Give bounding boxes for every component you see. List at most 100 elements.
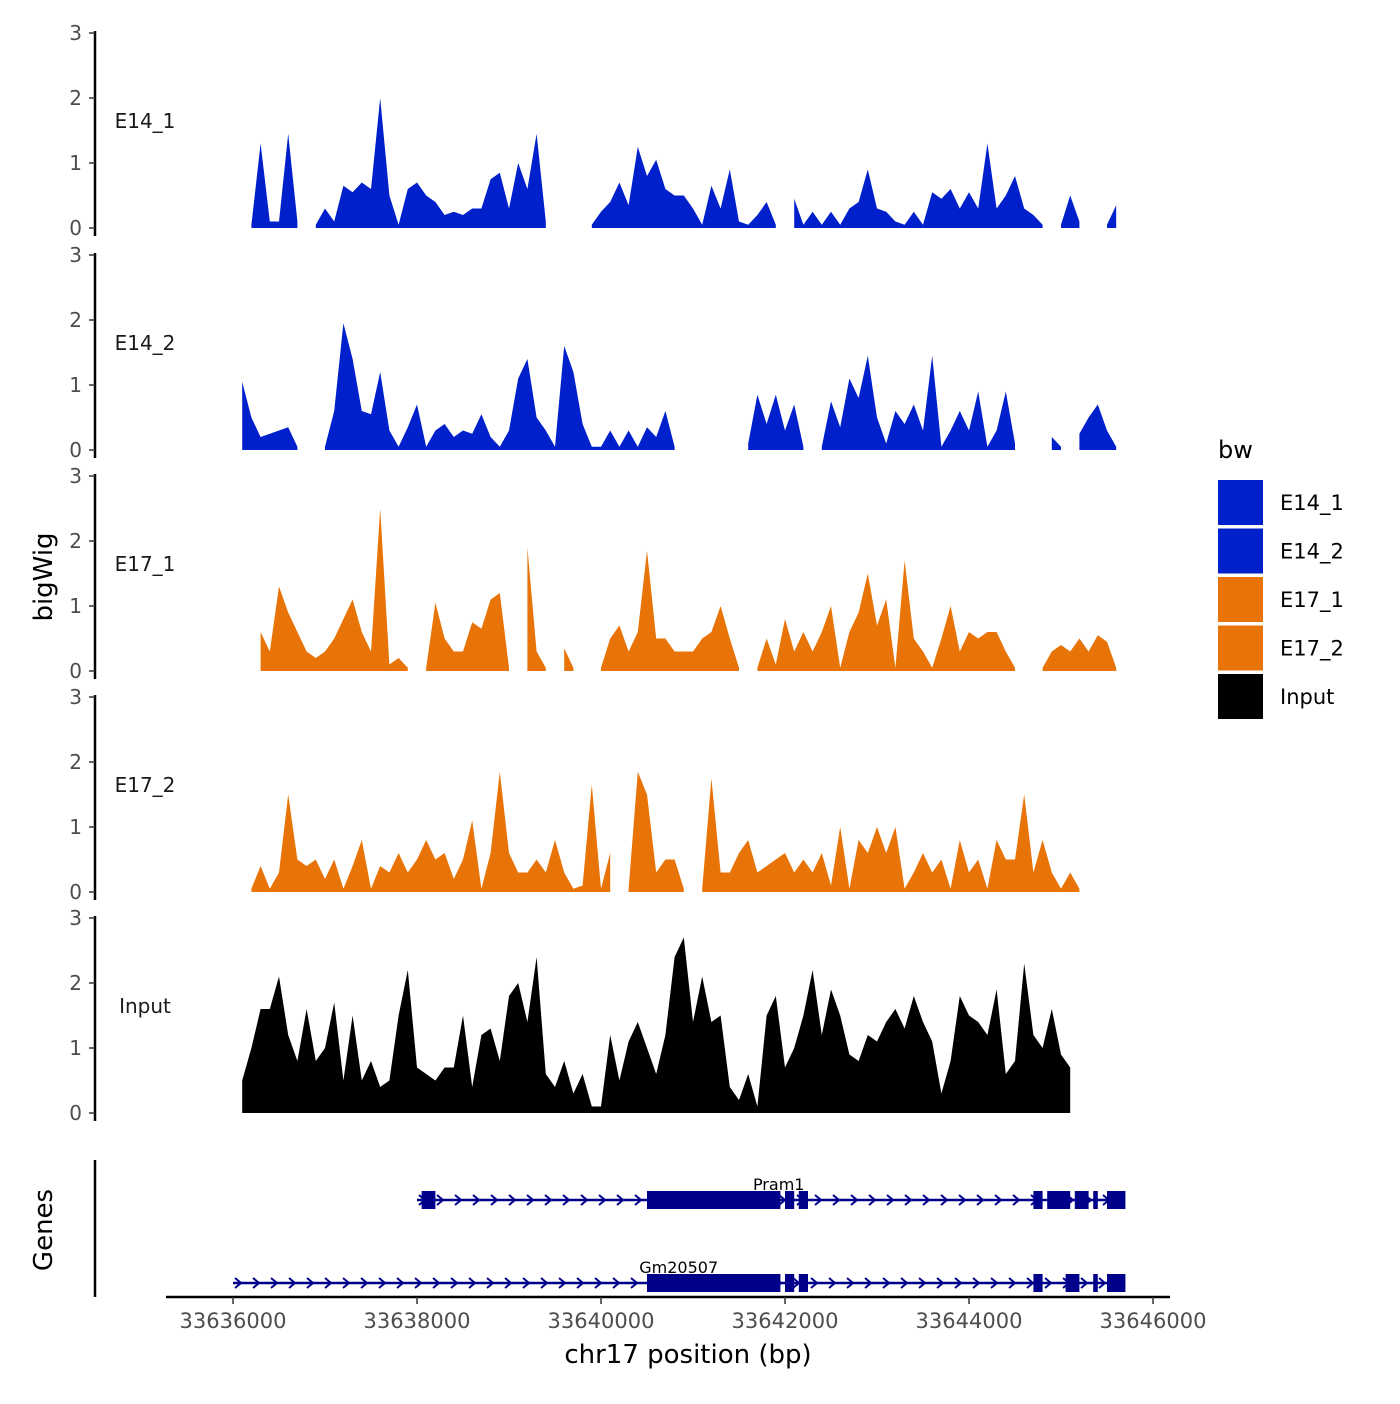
exon xyxy=(1093,1274,1098,1292)
strand-arrow xyxy=(594,1277,603,1289)
strand-arrow xyxy=(1012,1194,1021,1206)
strand-arrow xyxy=(252,1277,261,1289)
x-axis: 33636000 33638000 33640000 33642000 33644000… xyxy=(166,1295,1207,1333)
legend-item-E17_2: E17_2 xyxy=(1218,625,1344,671)
exon xyxy=(1074,1191,1089,1209)
signal-area xyxy=(821,355,1015,450)
strand-arrow xyxy=(864,1277,873,1289)
signal-area xyxy=(1061,195,1080,228)
legend-item-Input: Input xyxy=(1218,674,1334,719)
exon xyxy=(1047,1191,1071,1209)
strand-arrow xyxy=(900,1277,909,1289)
strand-arrow xyxy=(270,1277,279,1289)
strand-arrow xyxy=(526,1194,535,1206)
legend-label: E17_2 xyxy=(1280,637,1344,662)
exon xyxy=(785,1191,795,1209)
legend-swatch xyxy=(1218,480,1263,525)
signal-area xyxy=(794,143,1043,228)
exon xyxy=(1107,1274,1126,1292)
strand-arrow xyxy=(378,1277,387,1289)
signal-area xyxy=(1079,404,1117,450)
signal-area xyxy=(242,937,1071,1113)
exon xyxy=(1033,1274,1043,1292)
track-label: E14_2 xyxy=(115,331,176,355)
strand-arrow xyxy=(976,1194,985,1206)
signal-area xyxy=(426,593,509,671)
strand-arrow xyxy=(954,1277,963,1289)
legend-swatch xyxy=(1218,625,1263,671)
strand-arrow xyxy=(580,1194,589,1206)
y-tick-label: 1 xyxy=(69,151,82,175)
strand-arrow xyxy=(994,1194,1003,1206)
strand-arrow xyxy=(918,1277,927,1289)
strand-arrow xyxy=(306,1277,315,1289)
legend-label: E14_1 xyxy=(1280,491,1344,516)
strand-arrow xyxy=(396,1277,405,1289)
gene-label: Gm20507 xyxy=(639,1258,718,1277)
strand-arrow xyxy=(850,1194,859,1206)
legend-swatch xyxy=(1218,674,1263,719)
strand-arrow xyxy=(576,1277,585,1289)
signal-area xyxy=(748,394,804,450)
strand-arrow xyxy=(468,1277,477,1289)
x-axis-title: chr17 position (bp) xyxy=(564,1340,811,1370)
signal-area xyxy=(601,550,739,671)
legend-label: Input xyxy=(1280,685,1334,709)
gene-Pram1: Pram1 xyxy=(417,1175,1126,1209)
x-tick-label: 33646000 xyxy=(1100,1309,1207,1333)
strand-arrow xyxy=(832,1194,841,1206)
strand-arrow xyxy=(454,1194,463,1206)
exon xyxy=(1033,1191,1043,1209)
y-tick-label: 2 xyxy=(69,750,82,774)
y-tick-label: 3 xyxy=(69,464,82,488)
exon xyxy=(647,1274,781,1292)
strand-arrow xyxy=(490,1194,499,1206)
legend-item-E14_1: E14_1 xyxy=(1218,480,1344,525)
strand-arrow xyxy=(810,1277,819,1289)
signal-area xyxy=(1042,635,1117,671)
strand-arrow xyxy=(886,1194,895,1206)
strand-arrow xyxy=(486,1277,495,1289)
strand-arrow xyxy=(814,1194,823,1206)
strand-arrow xyxy=(508,1194,517,1206)
strand-arrow xyxy=(1044,1277,1053,1289)
signal-area xyxy=(702,778,1080,892)
y-tick-label: 2 xyxy=(69,308,82,332)
legend-swatch xyxy=(1218,528,1263,574)
y-tick-label: 2 xyxy=(69,86,82,110)
exon xyxy=(421,1191,436,1209)
signal-area xyxy=(591,146,776,228)
strand-arrow xyxy=(1098,1277,1107,1289)
strand-arrow xyxy=(436,1194,445,1206)
gene-track: Pram1 Gm20507 xyxy=(93,1160,1126,1297)
legend-swatch xyxy=(1218,577,1263,622)
strand-arrow xyxy=(360,1277,369,1289)
strand-arrow xyxy=(990,1277,999,1289)
strand-arrow xyxy=(472,1194,481,1206)
gene-label: Pram1 xyxy=(753,1175,805,1194)
y-tick-label: 0 xyxy=(69,1101,82,1125)
y-tick-label: 3 xyxy=(69,243,82,267)
track-E17_1: 0 1 2 3 E17_1 xyxy=(69,464,1117,683)
exon xyxy=(1107,1191,1126,1209)
signal-area xyxy=(251,771,611,892)
signal-area xyxy=(242,381,298,450)
strand-arrow xyxy=(828,1277,837,1289)
x-tick-label: 33638000 xyxy=(364,1309,471,1333)
track-E14_1: 0 1 2 3 E14_1 xyxy=(69,21,1117,240)
y-tick-label: 2 xyxy=(69,529,82,553)
strand-arrow xyxy=(958,1194,967,1206)
strand-arrow xyxy=(540,1277,549,1289)
strand-arrow xyxy=(940,1194,949,1206)
y-tick-label: 0 xyxy=(69,880,82,904)
strand-arrow xyxy=(598,1194,607,1206)
strand-arrow xyxy=(630,1277,639,1289)
strand-arrow xyxy=(1026,1277,1035,1289)
strand-arrow xyxy=(562,1194,571,1206)
signal-area xyxy=(527,547,546,671)
track-label: E17_1 xyxy=(115,552,176,576)
legend-item-E14_2: E14_2 xyxy=(1218,528,1344,574)
y-tick-label: 0 xyxy=(69,438,82,462)
gene-Gm20507: Gm20507 xyxy=(233,1258,1126,1292)
